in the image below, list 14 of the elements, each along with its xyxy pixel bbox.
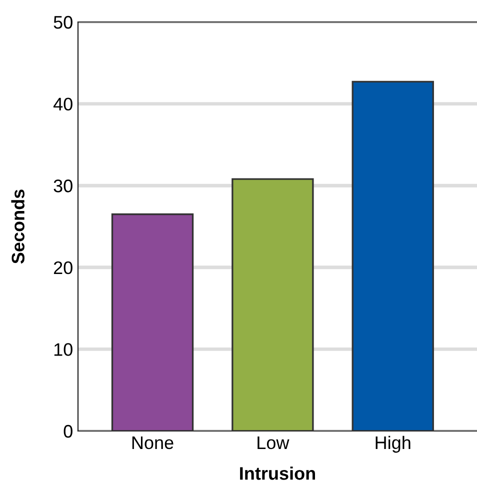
y-tick-label: 20 xyxy=(54,261,72,274)
bar xyxy=(111,213,194,431)
x-tick-label: High xyxy=(376,436,410,453)
y-tick-label: 30 xyxy=(54,180,72,192)
y-axis-title: Seconds xyxy=(11,190,24,264)
x-axis-title: Intrusion xyxy=(240,466,315,480)
x-tick-label: Low xyxy=(258,436,290,450)
x-tick-label: None xyxy=(132,436,174,450)
y-tick-label: 50 xyxy=(54,16,72,29)
y-tick-label: 40 xyxy=(53,98,72,111)
y-tick-label: 10 xyxy=(54,343,72,356)
bar xyxy=(352,80,434,431)
y-tick-label: 0 xyxy=(64,424,72,438)
bar xyxy=(232,178,314,431)
